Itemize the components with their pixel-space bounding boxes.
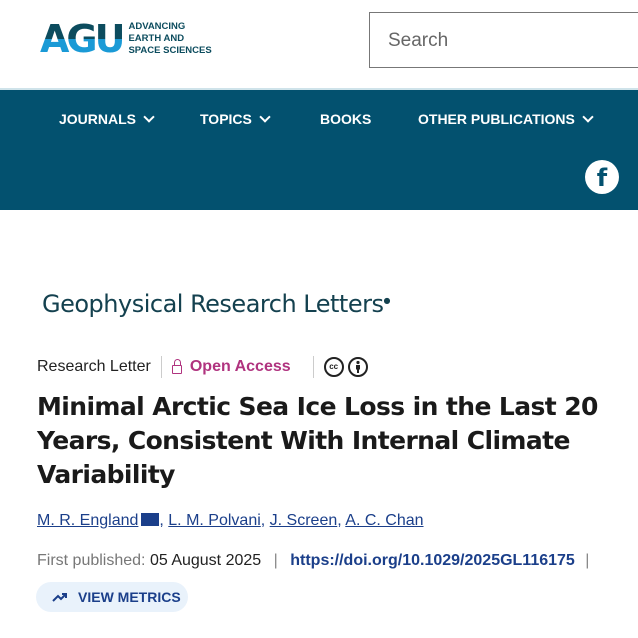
- email-icon[interactable]: [141, 513, 160, 526]
- tagline-line: ADVANCING: [128, 21, 186, 32]
- agu-logo[interactable]: AGU ADVANCING EARTH AND SPACE SCIENCES: [40, 20, 212, 58]
- journal-title[interactable]: Geophysical Research Letters●: [42, 290, 390, 318]
- search-input[interactable]: Search: [369, 12, 638, 68]
- nav-topics[interactable]: TOPICS: [200, 110, 271, 127]
- facebook-icon[interactable]: f: [585, 160, 619, 194]
- trending-up-icon: [52, 593, 67, 602]
- author-link[interactable]: M. R. England: [37, 512, 139, 529]
- journal-name: Geophysical Research Letters: [42, 290, 384, 318]
- lock-icon: [171, 358, 182, 374]
- nav-other-publications[interactable]: OTHER PUBLICATIONS: [418, 110, 594, 127]
- cc-license-icon[interactable]: cc: [323, 357, 344, 377]
- tagline-line: SPACE SCIENCES: [128, 45, 212, 56]
- nav-journals[interactable]: JOURNALS: [59, 110, 155, 127]
- logo-mark: AGU: [40, 17, 125, 61]
- divider: [0, 88, 638, 90]
- metrics-label: VIEW METRICS: [78, 589, 181, 605]
- chevron-down-icon: [259, 110, 271, 123]
- divider: |: [273, 552, 278, 569]
- divider: [312, 356, 314, 378]
- author-link[interactable]: J. Screen: [269, 512, 338, 529]
- author-link[interactable]: L. M. Polvani: [168, 512, 261, 529]
- nav-books[interactable]: BOOKS: [320, 111, 371, 127]
- open-access-badge: Open Access: [171, 358, 291, 376]
- nav-label: BOOKS: [320, 111, 372, 127]
- chevron-down-icon: [143, 110, 155, 123]
- divider: [160, 356, 162, 378]
- published-label: First published:: [37, 552, 146, 569]
- article-title: Minimal Arctic Sea Ice Loss in the Last …: [37, 392, 598, 489]
- doi-link[interactable]: https://doi.org/10.1029/2025GL116175: [290, 552, 575, 569]
- cc-by-icon[interactable]: [347, 357, 368, 377]
- tagline-line: EARTH AND: [128, 33, 185, 44]
- main-nav: JOURNALS TOPICS BOOKS OTHER PUBLICATIONS: [0, 90, 638, 210]
- open-access-label: Open Access: [189, 358, 291, 375]
- nav-label: OTHER PUBLICATIONS: [418, 111, 575, 127]
- article-meta: Research Letter Open Access cc: [37, 356, 372, 378]
- publication-info: First published: 05 August 2025 | https:…: [37, 552, 589, 570]
- nav-label: TOPICS: [200, 111, 252, 127]
- chevron-down-icon: [582, 110, 594, 123]
- view-metrics-button[interactable]: VIEW METRICS: [36, 582, 188, 612]
- registered-mark: ●: [383, 296, 390, 305]
- article-type: Research Letter: [37, 358, 151, 375]
- author-list: M. R. England, L. M. Polvani, J. Screen,…: [37, 512, 424, 529]
- nav-label: JOURNALS: [59, 111, 137, 127]
- published-date: 05 August 2025: [149, 552, 262, 569]
- divider: |: [585, 552, 590, 569]
- author-link[interactable]: A. C. Chan: [345, 512, 424, 529]
- logo-tagline: ADVANCING EARTH AND SPACE SCIENCES: [128, 21, 211, 57]
